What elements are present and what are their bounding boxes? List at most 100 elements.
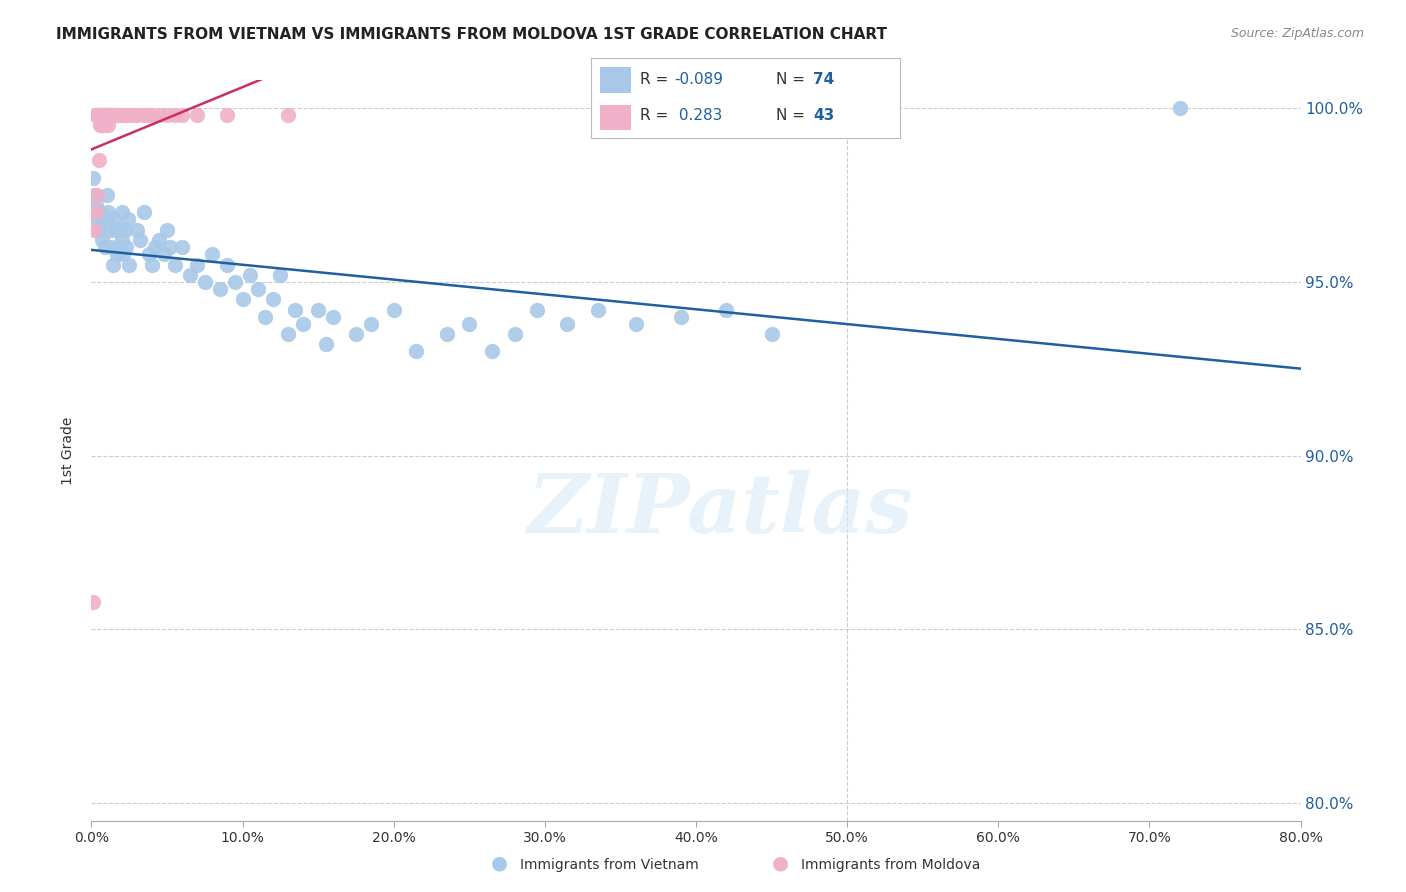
Point — [98, 108, 121, 122]
Point — [94, 240, 117, 254]
Point — [103, 108, 125, 122]
Bar — [600, 104, 631, 130]
Point — [111, 108, 132, 122]
Point — [97, 119, 120, 133]
Point — [246, 282, 269, 296]
Point — [322, 310, 344, 324]
Point — [96, 212, 118, 227]
Text: 74: 74 — [813, 72, 835, 87]
Text: ●: ● — [772, 854, 789, 872]
Point — [217, 258, 239, 272]
Point — [111, 233, 132, 247]
Text: Immigrants from Moldova: Immigrants from Moldova — [801, 858, 981, 872]
Point — [138, 108, 160, 122]
Point — [436, 326, 458, 341]
Point — [201, 247, 224, 261]
Point — [481, 344, 503, 359]
Point — [84, 205, 107, 219]
Point — [134, 205, 156, 219]
Point — [172, 240, 194, 254]
Point — [122, 108, 145, 122]
Point — [89, 205, 111, 219]
Point — [159, 240, 181, 254]
Point — [100, 108, 122, 122]
Point — [104, 223, 127, 237]
Point — [143, 240, 166, 254]
Point — [100, 240, 122, 254]
Point — [125, 108, 148, 122]
Point — [138, 247, 160, 261]
Point — [94, 108, 117, 122]
Text: N =: N = — [776, 72, 810, 87]
Point — [84, 108, 107, 122]
Point — [97, 205, 120, 219]
Point — [86, 188, 108, 202]
Point — [101, 258, 124, 272]
Y-axis label: 1st Grade: 1st Grade — [62, 417, 76, 484]
Point — [87, 108, 110, 122]
Point — [134, 108, 156, 122]
Point — [86, 108, 108, 122]
Point — [405, 344, 427, 359]
Point — [115, 240, 138, 254]
Point — [141, 108, 163, 122]
Text: N =: N = — [776, 108, 810, 123]
Point — [84, 198, 107, 212]
Point — [98, 108, 121, 122]
Text: R =: R = — [640, 108, 673, 123]
Point — [101, 108, 124, 122]
Point — [344, 326, 367, 341]
Point — [91, 108, 114, 122]
Point — [105, 108, 128, 122]
Point — [107, 240, 129, 254]
Point — [82, 595, 104, 609]
Point — [105, 247, 128, 261]
Point — [118, 258, 141, 272]
Point — [586, 302, 609, 317]
Point — [277, 326, 299, 341]
Point — [118, 108, 141, 122]
Point — [761, 326, 783, 341]
Point — [96, 108, 118, 122]
Text: IMMIGRANTS FROM VIETNAM VS IMMIGRANTS FROM MOLDOVA 1ST GRADE CORRELATION CHART: IMMIGRANTS FROM VIETNAM VS IMMIGRANTS FR… — [56, 27, 887, 42]
Point — [307, 302, 329, 317]
Point — [128, 233, 150, 247]
Point — [239, 268, 262, 282]
Point — [93, 108, 115, 122]
Point — [107, 108, 129, 122]
Text: ●: ● — [491, 854, 508, 872]
Point — [94, 119, 117, 133]
Point — [87, 223, 110, 237]
Point — [382, 302, 405, 317]
Point — [89, 119, 111, 133]
Point — [111, 205, 132, 219]
Point — [117, 212, 139, 227]
Point — [108, 223, 131, 237]
Point — [114, 223, 136, 237]
Point — [114, 108, 136, 122]
Point — [624, 317, 647, 331]
Point — [186, 108, 208, 122]
Point — [104, 108, 127, 122]
Point — [141, 258, 163, 272]
Point — [91, 119, 114, 133]
Text: Source: ZipAtlas.com: Source: ZipAtlas.com — [1230, 27, 1364, 40]
Point — [277, 108, 299, 122]
Text: Immigrants from Vietnam: Immigrants from Vietnam — [520, 858, 699, 872]
Point — [96, 188, 118, 202]
Point — [83, 188, 105, 202]
Point — [97, 108, 120, 122]
Point — [156, 223, 179, 237]
Point — [179, 268, 201, 282]
Point — [98, 223, 121, 237]
Point — [93, 108, 115, 122]
Point — [186, 258, 208, 272]
Point — [714, 302, 737, 317]
Point — [208, 282, 231, 296]
Point — [360, 317, 382, 331]
Point — [148, 108, 170, 122]
Point — [503, 326, 526, 341]
Point — [224, 275, 246, 289]
Point — [284, 302, 307, 317]
Text: 0.283: 0.283 — [673, 108, 723, 123]
